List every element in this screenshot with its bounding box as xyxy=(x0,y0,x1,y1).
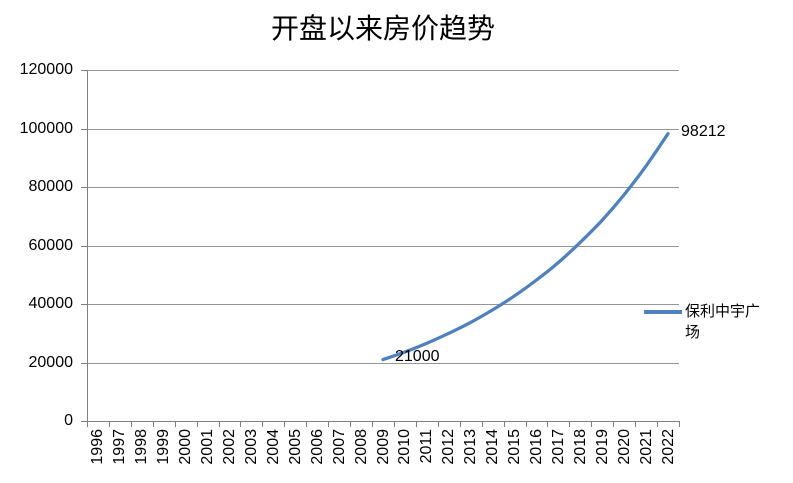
y-axis-tick-label: 80000 xyxy=(28,178,74,195)
x-axis-tick-label: 1999 xyxy=(155,429,173,465)
x-axis-tick-label: 2003 xyxy=(242,429,260,465)
x-axis-tick-label: 2008 xyxy=(352,429,370,465)
legend: 保利中宇广场 xyxy=(644,301,767,343)
x-axis-tick-label: 2022 xyxy=(659,429,677,465)
x-axis-tick-label: 1998 xyxy=(133,429,151,465)
x-axis-tick-label: 2002 xyxy=(221,429,239,465)
series-line xyxy=(381,132,670,362)
x-axis-tick-label: 2018 xyxy=(571,429,589,465)
x-axis-tick-label: 2009 xyxy=(374,429,392,465)
y-axis-tick-label: 20000 xyxy=(28,354,74,371)
x-axis-tick-label: 2010 xyxy=(396,429,414,465)
x-axis-tick-label: 2020 xyxy=(615,429,633,465)
x-axis-tick-label: 2016 xyxy=(527,429,545,465)
x-axis-tick-label: 2014 xyxy=(484,429,502,465)
y-axis-tick-label: 0 xyxy=(64,412,73,429)
x-axis-tick-label: 2001 xyxy=(199,429,217,465)
x-axis-tick-label: 2013 xyxy=(462,429,480,465)
x-axis-tick-label: 2017 xyxy=(549,429,567,465)
x-axis-tick-label: 1996 xyxy=(89,429,107,465)
x-axis-tick-label: 2019 xyxy=(593,429,611,465)
x-axis-tick-label: 2021 xyxy=(637,429,655,465)
x-axis-tick-label: 2007 xyxy=(330,429,348,465)
y-axis-tick-label: 100000 xyxy=(19,120,73,137)
chart-title: 开盘以来房价趋势 xyxy=(270,13,495,44)
y-axis-tick-label: 120000 xyxy=(19,61,73,78)
legend-series-name: 保利中宇广场 xyxy=(685,303,761,341)
data-label-series-end: 98212 xyxy=(681,122,726,140)
y-axis-tick-label: 60000 xyxy=(28,237,74,254)
data-label-series-start: 21000 xyxy=(395,347,440,365)
x-axis-tick-label: 1997 xyxy=(111,429,129,465)
x-axis-tick-label: 2012 xyxy=(440,429,458,465)
legend-line-sample xyxy=(644,310,682,314)
x-axis-tick-label: 2004 xyxy=(264,429,282,465)
x-axis-tick-label: 2015 xyxy=(506,429,524,465)
x-axis-tick-label: 2000 xyxy=(177,429,195,465)
x-axis-tick-label: 2005 xyxy=(286,429,304,465)
x-axis-tick-label: 2011 xyxy=(418,429,436,464)
x-axis-tick-label: 2006 xyxy=(308,429,326,465)
y-axis-tick-label: 40000 xyxy=(28,295,74,312)
